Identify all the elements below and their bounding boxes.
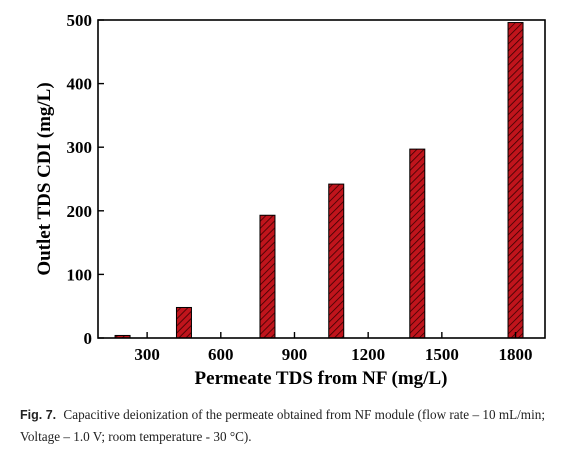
bar-chart: 300 600 900 1200 1500 1800 0 100 200 300 400 500 Pe…	[34, 11, 546, 389]
x-tick-label-1500: 1500	[425, 345, 459, 364]
bar-450	[175, 306, 192, 339]
x-tick-label-1800: 1800	[499, 345, 533, 364]
x-axis-label: Permeate TDS from NF (mg/L)	[195, 368, 448, 389]
plot-frame	[97, 19, 546, 339]
bars-layer	[114, 22, 524, 339]
x-tick-label-900: 900	[282, 345, 308, 364]
y-tick-label-300: 300	[67, 138, 93, 157]
bar-1800	[507, 22, 524, 339]
y-axis-label: Outlet TDS CDI (mg/L)	[34, 82, 55, 275]
x-tick-label-600: 600	[208, 345, 234, 364]
axes-layer: 300 600 900 1200 1500 1800 0 100 200 300 400 500	[67, 11, 533, 364]
x-tick-label-1200: 1200	[351, 345, 385, 364]
bar-790	[259, 214, 276, 339]
y-tick-label-100: 100	[67, 265, 93, 284]
y-tick-label-500: 500	[67, 11, 93, 30]
x-tick-label-300: 300	[134, 345, 160, 364]
caption-label: Fig. 7.	[20, 408, 57, 422]
bar-1400	[409, 148, 426, 339]
y-tick-label-0: 0	[84, 329, 93, 348]
figure-caption: Fig. 7. Capacitive deionization of the p…	[20, 404, 565, 447]
bar-1070	[328, 183, 345, 339]
y-tick-label-400: 400	[67, 75, 93, 94]
caption-text: Capacitive deionization of the permeate …	[20, 407, 545, 444]
y-tick-label-200: 200	[67, 202, 93, 221]
